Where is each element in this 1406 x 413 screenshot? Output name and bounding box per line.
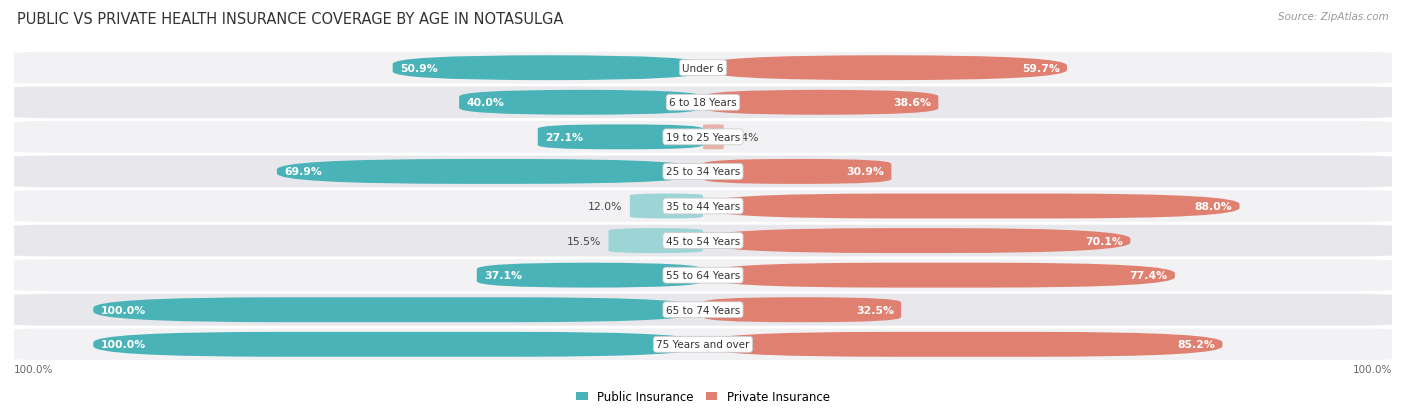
FancyBboxPatch shape xyxy=(8,293,1398,327)
FancyBboxPatch shape xyxy=(537,125,703,150)
Text: 35 to 44 Years: 35 to 44 Years xyxy=(666,202,740,211)
Text: 88.0%: 88.0% xyxy=(1195,202,1232,211)
FancyBboxPatch shape xyxy=(703,194,1240,219)
FancyBboxPatch shape xyxy=(703,56,1067,81)
Text: 100.0%: 100.0% xyxy=(14,364,53,374)
Text: 45 to 54 Years: 45 to 54 Years xyxy=(666,236,740,246)
Text: 3.4%: 3.4% xyxy=(731,133,759,142)
FancyBboxPatch shape xyxy=(460,90,703,116)
FancyBboxPatch shape xyxy=(703,159,891,185)
Text: 100.0%: 100.0% xyxy=(101,339,146,349)
Text: 38.6%: 38.6% xyxy=(893,98,931,108)
FancyBboxPatch shape xyxy=(8,121,1398,154)
Legend: Public Insurance, Private Insurance: Public Insurance, Private Insurance xyxy=(571,385,835,408)
Text: 12.0%: 12.0% xyxy=(588,202,623,211)
Text: Source: ZipAtlas.com: Source: ZipAtlas.com xyxy=(1278,12,1389,22)
FancyBboxPatch shape xyxy=(703,90,938,116)
FancyBboxPatch shape xyxy=(392,56,703,81)
Text: 77.4%: 77.4% xyxy=(1129,271,1167,280)
Text: 65 to 74 Years: 65 to 74 Years xyxy=(666,305,740,315)
FancyBboxPatch shape xyxy=(703,332,1222,357)
Text: 25 to 34 Years: 25 to 34 Years xyxy=(666,167,740,177)
Text: 32.5%: 32.5% xyxy=(856,305,894,315)
FancyBboxPatch shape xyxy=(630,194,703,219)
FancyBboxPatch shape xyxy=(8,155,1398,189)
FancyBboxPatch shape xyxy=(93,297,703,323)
Text: 55 to 64 Years: 55 to 64 Years xyxy=(666,271,740,280)
Text: Under 6: Under 6 xyxy=(682,64,724,74)
FancyBboxPatch shape xyxy=(703,228,1130,254)
Text: 69.9%: 69.9% xyxy=(284,167,322,177)
FancyBboxPatch shape xyxy=(8,190,1398,223)
Text: 50.9%: 50.9% xyxy=(399,64,437,74)
FancyBboxPatch shape xyxy=(703,297,901,323)
FancyBboxPatch shape xyxy=(93,332,703,357)
Text: 6 to 18 Years: 6 to 18 Years xyxy=(669,98,737,108)
Text: 85.2%: 85.2% xyxy=(1177,339,1215,349)
Text: 100.0%: 100.0% xyxy=(1353,364,1392,374)
FancyBboxPatch shape xyxy=(277,159,703,185)
Text: 27.1%: 27.1% xyxy=(546,133,583,142)
FancyBboxPatch shape xyxy=(8,86,1398,120)
FancyBboxPatch shape xyxy=(609,228,703,254)
Text: 100.0%: 100.0% xyxy=(101,305,146,315)
FancyBboxPatch shape xyxy=(8,259,1398,292)
FancyBboxPatch shape xyxy=(703,263,1175,288)
Text: 40.0%: 40.0% xyxy=(467,98,505,108)
Text: 15.5%: 15.5% xyxy=(567,236,602,246)
FancyBboxPatch shape xyxy=(703,125,724,150)
Text: 19 to 25 Years: 19 to 25 Years xyxy=(666,133,740,142)
Text: 75 Years and over: 75 Years and over xyxy=(657,339,749,349)
Text: 30.9%: 30.9% xyxy=(846,167,884,177)
FancyBboxPatch shape xyxy=(477,263,703,288)
Text: 59.7%: 59.7% xyxy=(1022,64,1060,74)
FancyBboxPatch shape xyxy=(8,224,1398,258)
Text: PUBLIC VS PRIVATE HEALTH INSURANCE COVERAGE BY AGE IN NOTASULGA: PUBLIC VS PRIVATE HEALTH INSURANCE COVER… xyxy=(17,12,564,27)
Text: 37.1%: 37.1% xyxy=(484,271,522,280)
FancyBboxPatch shape xyxy=(8,328,1398,361)
FancyBboxPatch shape xyxy=(8,52,1398,85)
Text: 70.1%: 70.1% xyxy=(1085,236,1123,246)
